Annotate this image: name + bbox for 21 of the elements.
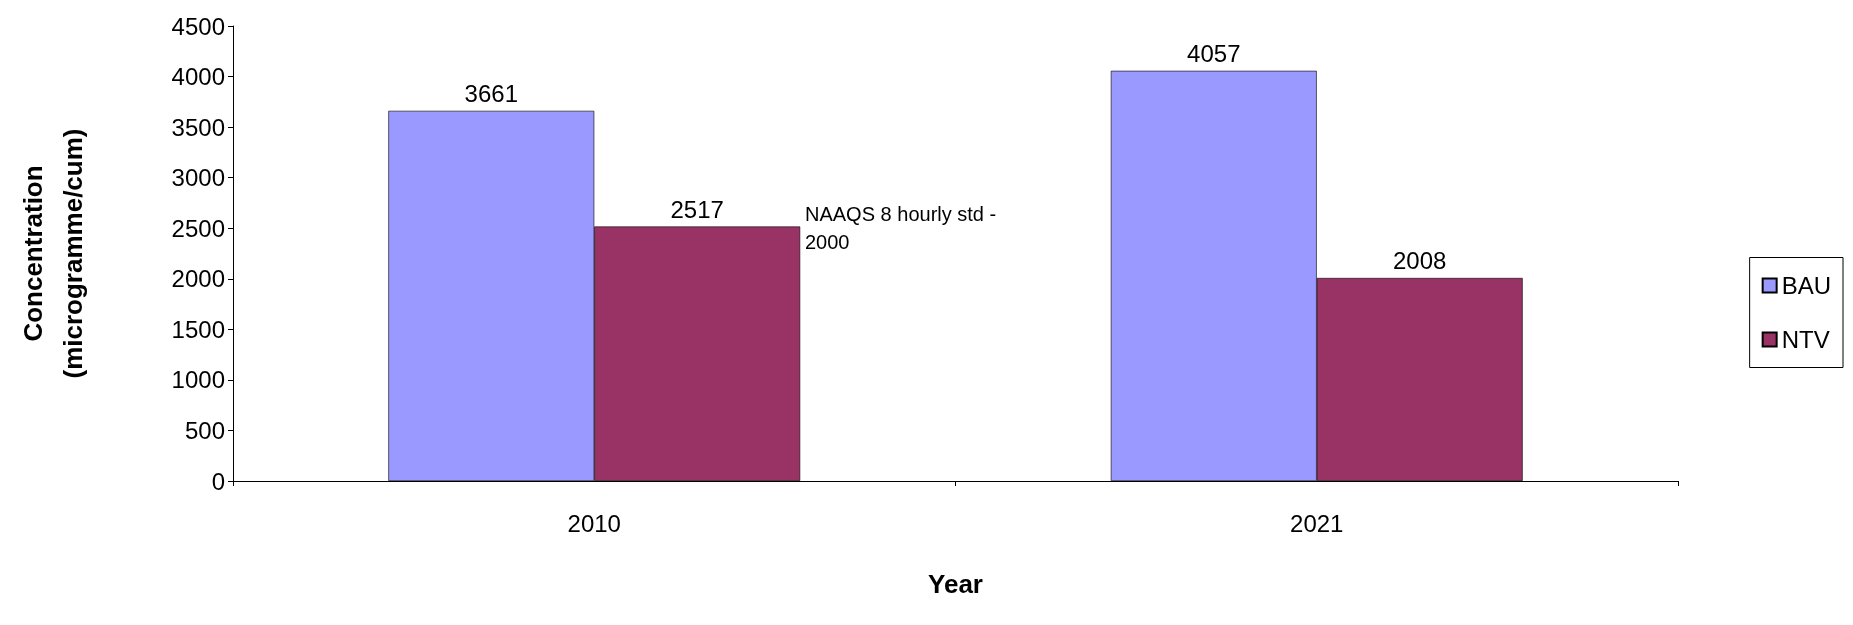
x-tick-label: 2021: [1290, 509, 1344, 537]
legend-label: BAU: [1781, 272, 1832, 299]
y-tick-label: 1000: [171, 366, 225, 394]
annotation: NAAQS 8 hourly std - 2000: [805, 203, 1002, 253]
data-label: 2517: [670, 196, 724, 223]
y-tick-label: 0: [211, 467, 225, 495]
y-axis-title: Concentration (microgramme/cum): [18, 128, 88, 379]
legend-label: NTV: [1781, 326, 1830, 353]
data-label: 4057: [1187, 40, 1241, 68]
y-tick-label: 2000: [171, 265, 225, 293]
y-tick-label: 3500: [171, 113, 225, 141]
y-tick-label: 1500: [171, 315, 225, 343]
y-tick-label: 4500: [171, 12, 225, 40]
y-tick-label: 3000: [171, 164, 225, 192]
y-tick-label: 4000: [171, 63, 225, 91]
x-tick-label: 2010: [567, 509, 621, 537]
data-label: 2008: [1393, 247, 1447, 275]
y-tick-label: 2500: [171, 214, 225, 242]
data-label: 3661: [464, 80, 518, 108]
y-tick-label: 500: [184, 416, 225, 444]
x-axis-title: Year: [928, 569, 983, 599]
